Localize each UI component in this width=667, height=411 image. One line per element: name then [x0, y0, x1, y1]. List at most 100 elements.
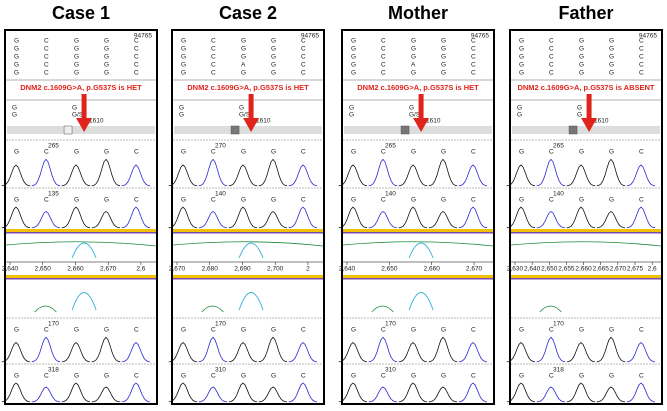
track-number: 265 — [553, 143, 564, 150]
track-base: G — [241, 327, 246, 334]
base-letter: G — [411, 70, 416, 77]
panel-frame — [4, 29, 158, 405]
track-base: C — [44, 197, 49, 204]
track-base: G — [241, 373, 246, 380]
track-base: C — [381, 197, 386, 204]
highlight-band — [343, 229, 493, 232]
base-letter: G — [609, 46, 614, 53]
base-letter: C — [301, 46, 306, 53]
position: c.1610 — [84, 118, 104, 125]
peak — [228, 206, 258, 229]
base-letter: C — [301, 38, 306, 45]
highlight-band — [173, 229, 323, 232]
trace — [342, 241, 494, 247]
base-letter: C — [211, 46, 216, 53]
base-letter: C — [471, 70, 476, 77]
base-letter: C — [549, 38, 554, 45]
track-base: C — [549, 197, 554, 204]
track-base: G — [104, 373, 109, 380]
track-base: G — [441, 197, 446, 204]
track-base: G — [519, 197, 524, 204]
track-number: 310 — [215, 367, 226, 374]
base-letter: G — [14, 54, 19, 61]
axis-tick-label: 2,670 — [100, 266, 117, 273]
base-letter: G — [181, 46, 186, 53]
peak — [398, 341, 428, 363]
peak — [288, 164, 318, 187]
peak — [1, 164, 31, 187]
peak — [368, 386, 398, 403]
peak — [121, 206, 151, 229]
base-letter: G — [579, 54, 584, 61]
base-letter: G — [181, 70, 186, 77]
base-letter: G — [104, 46, 109, 53]
ref-call: G — [72, 105, 77, 112]
peak — [596, 386, 626, 403]
track-base: C — [211, 373, 216, 380]
base-letter: C — [471, 46, 476, 53]
axis-tick-label: 2,670 — [610, 266, 627, 273]
base-letter: C — [471, 38, 476, 45]
ref-call: G — [409, 105, 414, 112]
position: c.1610 — [251, 118, 271, 125]
base-letter: G — [411, 38, 416, 45]
track-base: C — [549, 327, 554, 334]
peak — [368, 336, 398, 363]
axis-tick-label: 2,640 — [524, 266, 541, 273]
base-letter: G — [519, 54, 524, 61]
base-letter: G — [579, 70, 584, 77]
peak — [198, 386, 228, 403]
track-base: G — [14, 149, 19, 156]
peak — [626, 206, 656, 229]
base-letter: G — [181, 62, 186, 69]
track-base: C — [381, 327, 386, 334]
track-base: G — [609, 373, 614, 380]
id-number: 94765 — [639, 33, 657, 40]
base-letter: G — [609, 38, 614, 45]
base-letter: A — [411, 62, 416, 69]
base-letter: C — [639, 46, 644, 53]
highlight-band — [6, 229, 156, 232]
track-number: 318 — [48, 367, 59, 374]
peak — [596, 210, 626, 229]
axis-tick-label: 2,670 — [169, 266, 186, 273]
peak — [338, 164, 368, 187]
peak — [91, 336, 121, 363]
arrow-head — [413, 118, 430, 132]
base-letter: G — [14, 70, 19, 77]
base-letter: G — [14, 38, 19, 45]
position: c.1610 — [421, 118, 441, 125]
position: c.1610 — [589, 118, 609, 125]
base-letter: G — [181, 54, 186, 61]
annotation: DNM2 c.1609G>A, p.G537S is HET — [187, 83, 309, 92]
highlight-band — [6, 275, 156, 278]
panel-frame — [341, 29, 495, 405]
highlight-band — [511, 275, 661, 278]
scroll-thumb — [400, 125, 410, 135]
scroll-bar — [344, 126, 492, 134]
peak — [626, 382, 656, 403]
track-base: C — [549, 373, 554, 380]
peak — [338, 341, 368, 363]
highlight-band — [6, 232, 156, 234]
track-base: G — [519, 373, 524, 380]
base-letter: G — [181, 38, 186, 45]
ref-call: G — [517, 105, 522, 112]
track-number: 140 — [215, 191, 226, 198]
trace — [172, 241, 324, 247]
track-number: 318 — [553, 367, 564, 374]
base-letter: C — [211, 54, 216, 61]
peak — [506, 206, 536, 229]
base-letter: C — [549, 70, 554, 77]
peak — [428, 336, 458, 363]
base-letter: G — [441, 38, 446, 45]
track-number: 270 — [215, 143, 226, 150]
base-letter: C — [134, 46, 139, 53]
peak — [1, 341, 31, 363]
axis-tick-label: 2,665 — [593, 266, 610, 273]
base-letter: G — [519, 46, 524, 53]
variant-peak — [71, 292, 97, 311]
track-number: 140 — [553, 191, 564, 198]
axis-tick-label: 2,660 — [424, 266, 441, 273]
